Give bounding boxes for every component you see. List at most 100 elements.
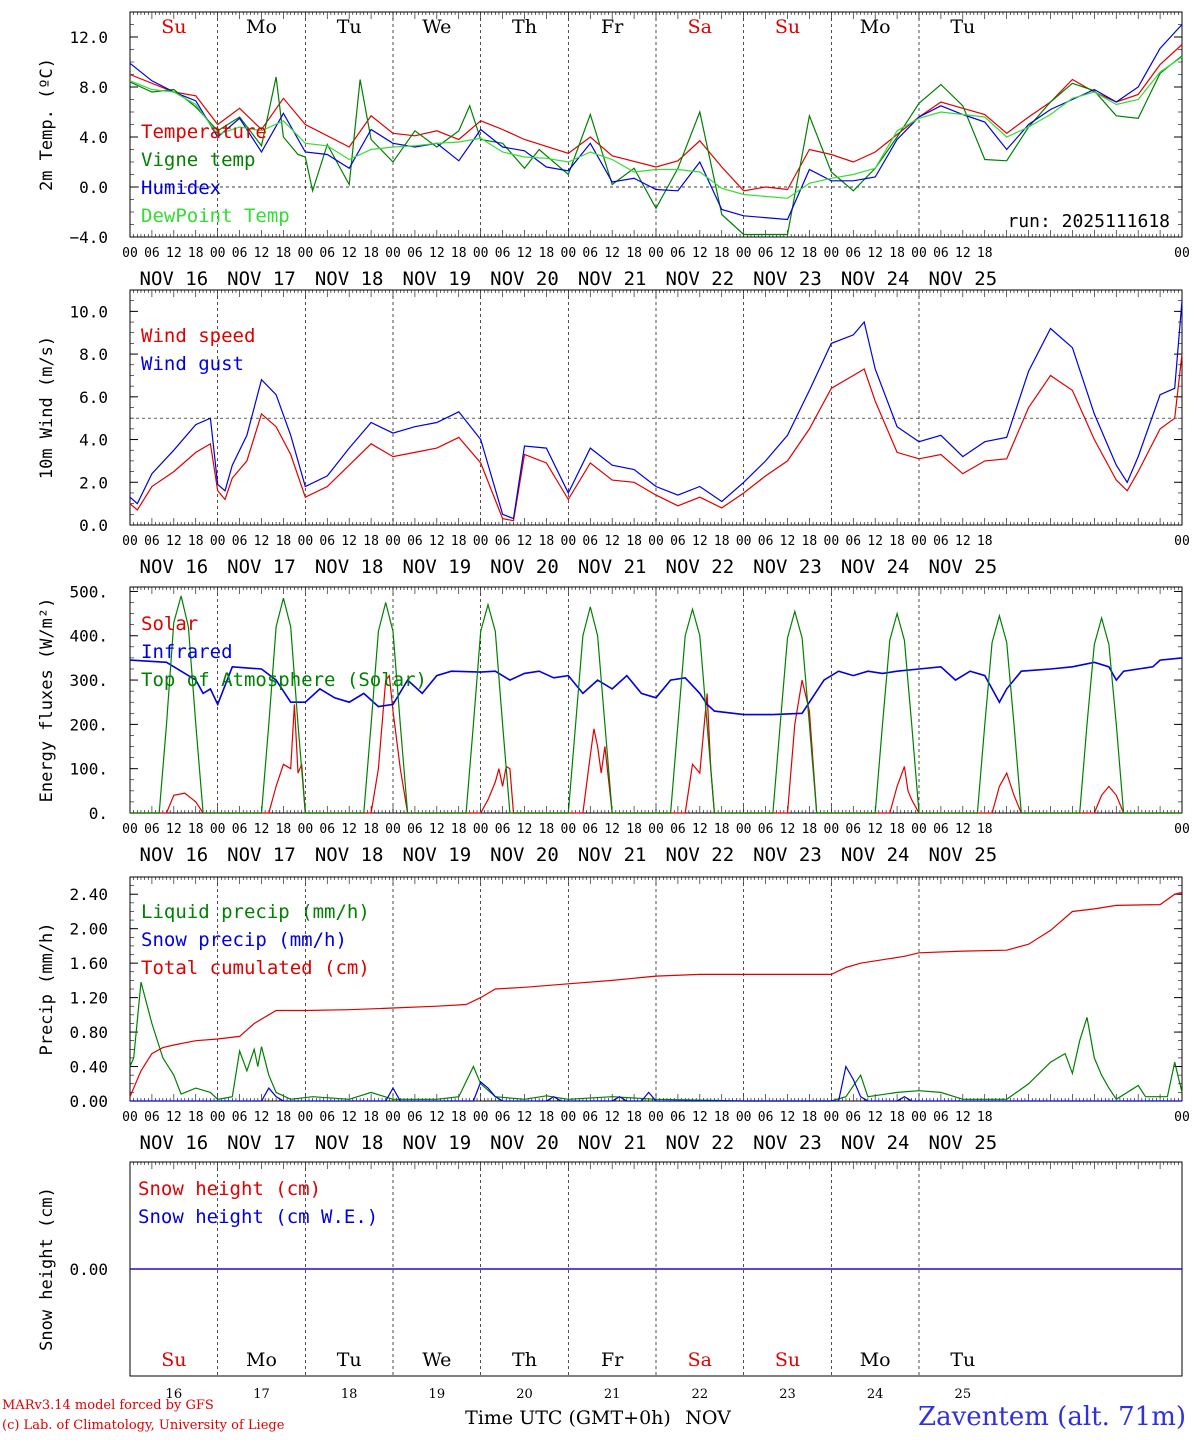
wind-hour-label: 06 (845, 534, 861, 549)
energy-hour-label: 18 (889, 822, 905, 837)
panel-precip: 0.00 0.40 0.80 1.20 1.60 2.00 2.40 Precip (mm/h… (37, 876, 1190, 1154)
precip-hour-label: 00 (122, 1110, 138, 1125)
precip-hour-label: 18 (626, 1110, 642, 1125)
wind-hour-label: 00 (911, 534, 927, 549)
precip-hour-label: 12 (517, 1110, 533, 1125)
wind-hour-label: 18 (276, 534, 292, 549)
energy-hour-label: 00 (1174, 822, 1190, 837)
snow-day-number: 17 (253, 1387, 270, 1402)
temp-date-label: NOV 16 (140, 268, 209, 290)
snow-day-number: 24 (867, 1387, 884, 1402)
wind-hour-label: 00 (824, 534, 840, 549)
energy-date-label: NOV 18 (315, 844, 384, 866)
panel-snow: 0.00 Snow height (cm) Snow height (cm) Snow… (37, 1161, 1183, 1429)
temp-hour-label: 06 (495, 246, 511, 261)
energy-hour-label: 00 (648, 822, 664, 837)
snow-day-number: 25 (955, 1387, 972, 1402)
temp-hour-label: 18 (889, 246, 905, 261)
energy-hour-label: 12 (254, 822, 270, 837)
day-header: Tu (950, 16, 975, 38)
energy-hour-label: 12 (166, 822, 182, 837)
precip-y-tick-label: 1.20 (69, 989, 108, 1008)
energy-y-tick-label: 500. (69, 582, 108, 601)
energy-hour-label: 18 (626, 822, 642, 837)
snow-legend-entry: Snow height (cm W.E.) (138, 1206, 378, 1228)
energy-hour-label: 18 (539, 822, 555, 837)
precip-series-line (130, 1064, 1182, 1102)
wind-hour-label: 00 (385, 534, 401, 549)
snow-legend-entry: Snow height (cm) (138, 1178, 321, 1200)
energy-hour-label: 12 (867, 822, 883, 837)
wind-hour-label: 06 (758, 534, 774, 549)
temp-date-label: NOV 25 (929, 268, 998, 290)
wind-y-axis-label: 10m Wind (m/s) (37, 336, 57, 479)
precip-hour-label: 00 (1174, 1110, 1190, 1125)
wind-date-label: NOV 19 (403, 556, 472, 578)
precip-hour-label: 00 (210, 1110, 226, 1125)
snow-y-tick-label: 0.00 (69, 1260, 108, 1279)
energy-hour-label: 00 (473, 822, 489, 837)
precip-hour-label: 06 (758, 1110, 774, 1125)
energy-date-label: NOV 16 (140, 844, 209, 866)
precip-hour-label: 18 (188, 1110, 204, 1125)
temp-hour-label: 18 (188, 246, 204, 261)
wind-series-line (129, 300, 1183, 520)
wind-hour-label: 12 (692, 534, 708, 549)
energy-hour-label: 18 (276, 822, 292, 837)
snow-day-name: Su (775, 1349, 800, 1371)
precip-y-axis-label: Precip (mm/h) (37, 922, 57, 1055)
temp-hour-label: 18 (714, 246, 730, 261)
day-header: Su (775, 16, 800, 38)
temp-hour-label: 00 (122, 246, 138, 261)
precip-y-tick-label: 0.40 (69, 1058, 108, 1077)
wind-date-label: NOV 23 (753, 556, 822, 578)
precip-y-tick-label: 2.40 (69, 885, 108, 904)
precip-hour-label: 12 (429, 1110, 445, 1125)
temp-hour-label: 00 (385, 246, 401, 261)
temp-hour-label: 06 (407, 246, 423, 261)
wind-hour-label: 18 (977, 534, 993, 549)
temp-hour-label: 00 (648, 246, 664, 261)
temp-date-label: NOV 18 (315, 268, 384, 290)
precip-date-label: NOV 23 (753, 1132, 822, 1154)
day-header: Mo (860, 16, 891, 38)
energy-hour-label: 06 (144, 822, 160, 837)
energy-hour-label: 00 (210, 822, 226, 837)
temp-hour-label: 00 (210, 246, 226, 261)
energy-y-axis-label: Energy fluxes (W/m²) (37, 598, 57, 803)
snow-y-axis-label: Snow height (cm) (37, 1187, 57, 1351)
energy-hour-label: 06 (407, 822, 423, 837)
temp-legend-entry: Temperature (141, 121, 267, 143)
wind-hour-label: 00 (298, 534, 314, 549)
panel-energy: 0. 100. 200. 300. 400. 500. Energy fluxes (W/m… (37, 582, 1190, 866)
temp-date-label: NOV 24 (841, 268, 910, 290)
day-header: Fr (601, 16, 624, 38)
wind-hour-label: 18 (714, 534, 730, 549)
precip-date-label: NOV 20 (490, 1132, 559, 1154)
snow-day-number: 16 (166, 1387, 183, 1402)
precip-hour-label: 18 (802, 1110, 818, 1125)
energy-hour-label: 00 (122, 822, 138, 837)
precip-hour-label: 06 (144, 1110, 160, 1125)
precip-hour-label: 00 (648, 1110, 664, 1125)
run-label: run: 2025111618 (1007, 211, 1170, 232)
energy-legend-entry: Solar (141, 613, 198, 635)
snow-day-number: 23 (779, 1387, 796, 1402)
wind-hour-label: 18 (188, 534, 204, 549)
temp-legend-entry: Vigne temp (141, 149, 255, 171)
month-label: NOV (685, 1407, 731, 1429)
precip-hour-label: 18 (714, 1110, 730, 1125)
day-header: Th (512, 16, 537, 38)
wind-date-label: NOV 21 (578, 556, 647, 578)
wind-hour-label: 18 (889, 534, 905, 549)
energy-hour-label: 18 (451, 822, 467, 837)
wind-date-label: NOV 24 (841, 556, 910, 578)
temp-hour-label: 06 (319, 246, 335, 261)
precip-hour-label: 18 (889, 1110, 905, 1125)
snow-day-name: We (422, 1349, 451, 1371)
energy-hour-label: 12 (429, 822, 445, 837)
temp-series-line (129, 55, 1183, 236)
energy-hour-label: 18 (714, 822, 730, 837)
energy-hour-label: 12 (517, 822, 533, 837)
